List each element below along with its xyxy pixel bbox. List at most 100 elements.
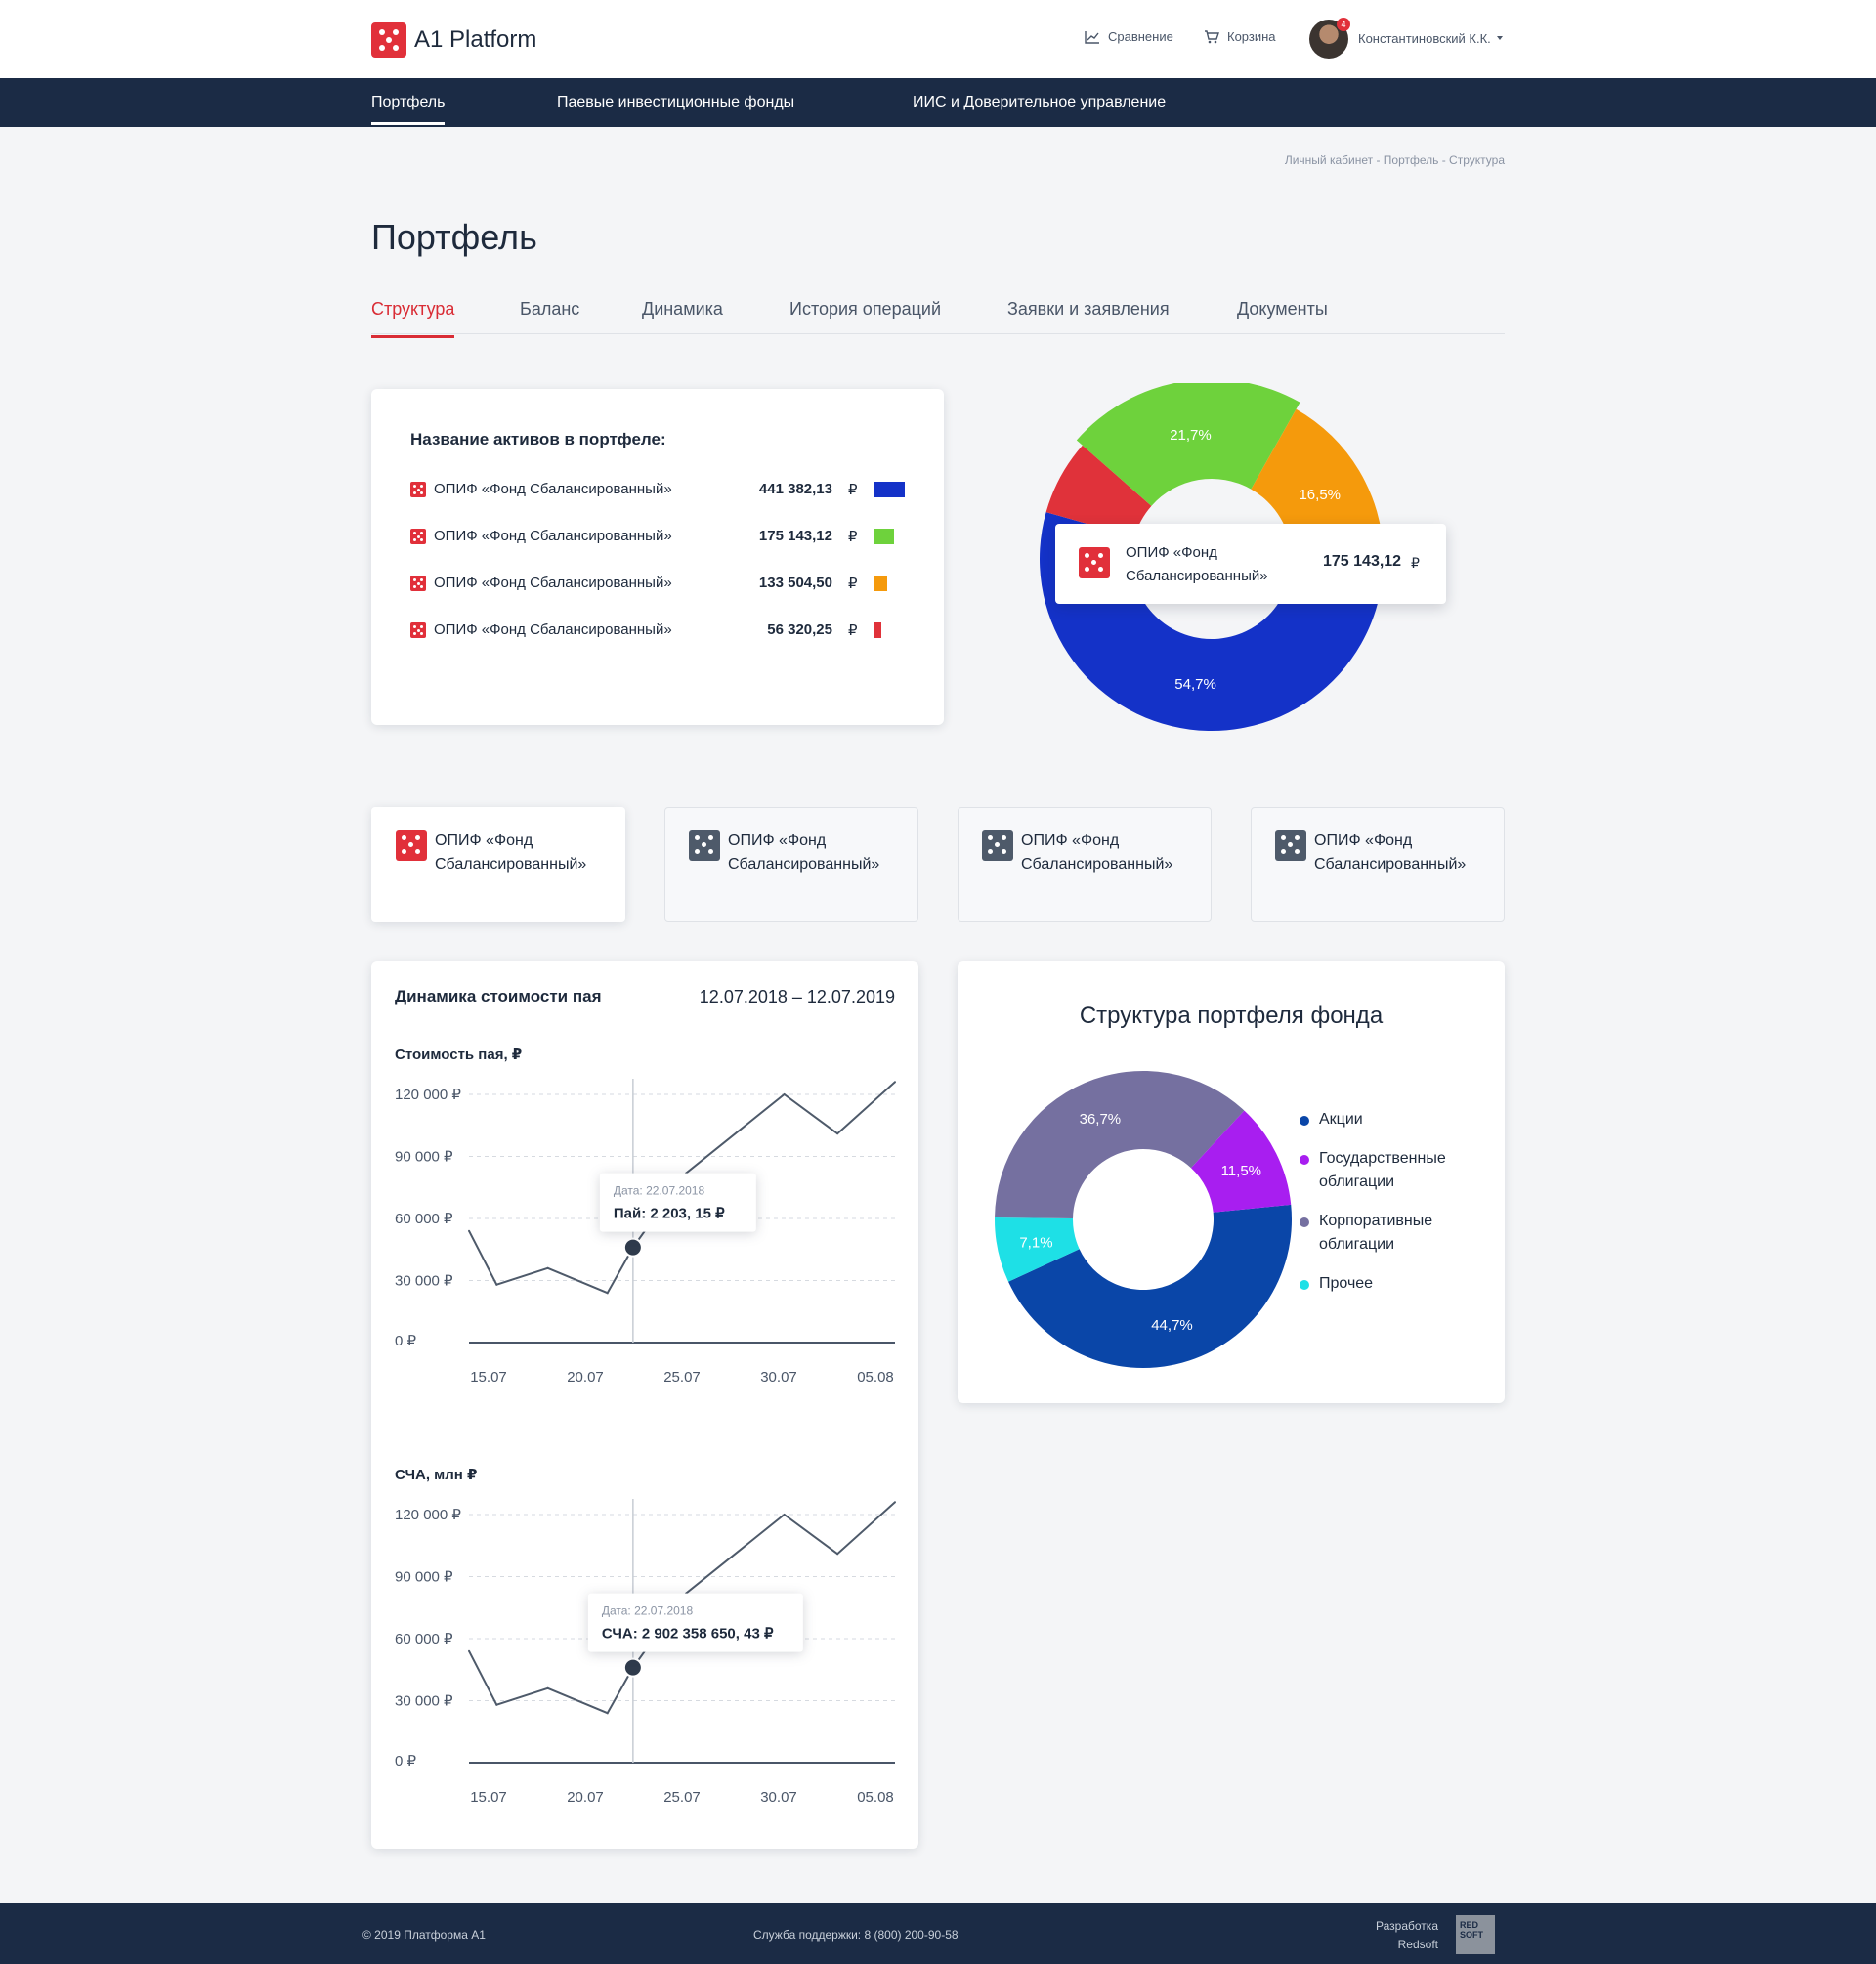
fund-icon: [689, 830, 720, 861]
legend-dot: [1300, 1280, 1309, 1290]
legend-label: Прочее: [1319, 1275, 1374, 1292]
asset-value: 441 382,13: [758, 481, 832, 497]
asset-currency: ₽: [848, 622, 858, 639]
asset-name: ОПИФ «Фонд Сбалансированный»: [434, 575, 672, 591]
highlight-point[interactable]: [622, 1657, 643, 1678]
fund-icon: [1079, 547, 1110, 578]
asset-row[interactable]: ОПИФ «Фонд Сбалансированный» 175 143,12 ₽: [410, 526, 918, 545]
tooltip-value: СЧА: 2 902 358 650, 43 ₽: [602, 1626, 774, 1643]
tab-requests[interactable]: Заявки и заявления: [1007, 299, 1170, 319]
asset-name: ОПИФ «Фонд Сбалансированный»: [434, 621, 672, 638]
donut-slice[interactable]: [1076, 383, 1300, 506]
x-tick-label: 20.07: [567, 1789, 604, 1806]
donut-slice[interactable]: [1008, 1204, 1292, 1368]
legend-label: Акции: [1319, 1111, 1363, 1128]
tab-structure[interactable]: Структура: [371, 299, 455, 338]
y-tick-label: 90 000 ₽: [395, 1149, 453, 1166]
slice-label: 54,7%: [1174, 676, 1216, 693]
data-point: [894, 1081, 896, 1084]
fund-structure-card: Структура портфеля фонда 44,7% 7,1% 36,7% 1…: [958, 961, 1505, 1403]
dynamics-card: Динамика стоимости пая 12.07.2018 – 12.0…: [371, 961, 918, 1849]
tab-balance[interactable]: Баланс: [520, 299, 580, 319]
data-point: [783, 1514, 786, 1516]
data-point: [495, 1283, 498, 1286]
y-tick-label: 0 ₽: [395, 1333, 417, 1349]
donut-slice[interactable]: [995, 1217, 1080, 1282]
chart-icon: [1085, 30, 1099, 44]
tab-documents[interactable]: Документы: [1237, 299, 1328, 319]
nav-chart: 120 000 ₽ 90 000 ₽ 60 000 ₽ 30 000 ₽ 0 ₽ 15.0…: [395, 1499, 896, 1806]
assets-title: Название активов в портфеле:: [410, 430, 666, 448]
breadcrumb: Личный кабинет - Портфель - Структура: [1284, 153, 1505, 167]
asset-value: 133 504,50: [758, 575, 832, 591]
nav-item-portfolio[interactable]: Портфель: [371, 94, 446, 125]
date-range[interactable]: 12.07.2018 – 12.07.2019: [699, 987, 895, 1006]
asset-share-bar: [874, 482, 905, 497]
x-tick-label: 15.07: [470, 1369, 507, 1386]
asset-currency: ₽: [848, 482, 858, 498]
fund-icon: [982, 830, 1013, 861]
fund-card-name: ОПИФ «Фонд Сбалансированный»: [1314, 833, 1467, 873]
x-tick-label: 05.08: [857, 1789, 894, 1806]
cart-link[interactable]: Корзина: [1204, 29, 1276, 44]
fund-card[interactable]: ОПИФ «Фонд Сбалансированный»: [371, 807, 625, 922]
page-title: Портфель: [371, 217, 537, 257]
fund-icon: [1275, 830, 1306, 861]
nav-item-funds[interactable]: Паевые инвестиционные фонды: [557, 94, 795, 110]
donut-slice[interactable]: [995, 1071, 1245, 1219]
y-tick-label: 120 000 ₽: [395, 1507, 461, 1523]
fund-card[interactable]: ОПИФ «Фонд Сбалансированный»: [664, 807, 918, 922]
donut-tooltip: ОПИФ «Фонд Сбалансированный» 175 143,12 …: [1055, 524, 1446, 604]
cart-icon: [1205, 29, 1219, 43]
compare-link[interactable]: Сравнение: [1085, 29, 1173, 44]
donut-slice[interactable]: [1251, 408, 1384, 558]
nav-item-iis[interactable]: ИИС и Доверительное управление: [913, 94, 1167, 110]
copyright: © 2019 Платформа А1: [362, 1928, 486, 1942]
asset-share-bar: [874, 529, 894, 544]
developer-label: Разработка: [1376, 1919, 1438, 1933]
asset-row[interactable]: ОПИФ «Фонд Сбалансированный» 441 382,13 ₽: [410, 479, 918, 498]
fund-card[interactable]: ОПИФ «Фонд Сбалансированный»: [1251, 807, 1505, 922]
footer: © 2019 Платформа А1 Служба поддержки: 8 …: [0, 1903, 1876, 1964]
tooltip-fund-value: 175 143,12: [1323, 553, 1402, 570]
chevron-down-icon[interactable]: [1497, 36, 1503, 40]
slice-label: 7,1%: [1019, 1234, 1052, 1251]
y-tick-label: 60 000 ₽: [395, 1631, 453, 1647]
app-logo[interactable]: A1 Platform: [371, 22, 536, 58]
x-tick-label: 30.07: [760, 1789, 797, 1806]
tab-history[interactable]: История операций: [789, 299, 942, 319]
x-tick-label: 30.07: [760, 1369, 797, 1386]
tooltip-fund-name: ОПИФ «Фонд Сбалансированный»: [1126, 544, 1268, 584]
user-name[interactable]: Константиновский К.К.: [1358, 31, 1491, 46]
cart-label: Корзина: [1227, 29, 1276, 44]
donut-slice[interactable]: [1045, 445, 1152, 537]
asset-row[interactable]: ОПИФ «Фонд Сбалансированный» 133 504,50 ₽: [410, 573, 918, 592]
redsoft-logo[interactable]: RED SOFT: [1456, 1915, 1495, 1954]
slice-label: 44,7%: [1151, 1317, 1193, 1334]
fund-icon: [410, 482, 426, 497]
chart-title-share-price: Стоимость пая, ₽: [395, 1046, 523, 1063]
data-point: [606, 1292, 609, 1295]
developer-credit: Разработка Redsoft: [1309, 1917, 1438, 1954]
asset-row[interactable]: ОПИФ «Фонд Сбалансированный» 56 320,25 ₽: [410, 619, 918, 639]
tab-dynamics[interactable]: Динамика: [642, 299, 723, 319]
x-tick-label: 25.07: [663, 1789, 701, 1806]
y-tick-label: 30 000 ₽: [395, 1273, 453, 1290]
y-tick-label: 30 000 ₽: [395, 1693, 453, 1710]
data-point: [783, 1093, 786, 1095]
asset-currency: ₽: [848, 576, 858, 592]
tooltip-date: Дата: 22.07.2018: [602, 1604, 694, 1618]
chart-title-nav: СЧА, млн ₽: [395, 1467, 478, 1483]
x-tick-label: 20.07: [567, 1369, 604, 1386]
fund-card[interactable]: ОПИФ «Фонд Сбалансированный»: [958, 807, 1212, 922]
legend-item: Акции: [1300, 1108, 1495, 1131]
fund-icon: [410, 576, 426, 591]
support-phone[interactable]: Служба поддержки: 8 (800) 200-90-58: [753, 1928, 959, 1942]
highlight-point[interactable]: [622, 1237, 643, 1258]
asset-currency: ₽: [848, 529, 858, 545]
legend-item: Государственные облигации: [1300, 1147, 1495, 1194]
legend-dot: [1300, 1155, 1309, 1165]
asset-name: ОПИФ «Фонд Сбалансированный»: [434, 481, 672, 497]
chart-tooltip: [587, 1593, 803, 1652]
donut-slice[interactable]: [1190, 1110, 1292, 1213]
